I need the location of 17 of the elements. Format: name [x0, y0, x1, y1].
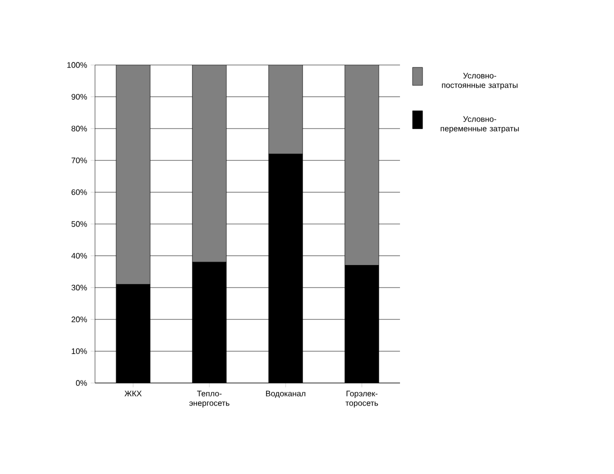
- text: Условно-переменные затраты: [440, 116, 519, 133]
- x-tick-label: Тепло-энергосеть: [189, 390, 230, 408]
- y-tick-label: 10%: [72, 348, 87, 354]
- y-tick-label: 20%: [72, 316, 87, 322]
- text: Условно-постоянные затраты: [442, 72, 518, 90]
- y-tick-label: 50%: [72, 221, 87, 227]
- y-tick-label: 70%: [72, 158, 87, 164]
- y-tick-label: 60%: [72, 189, 87, 196]
- y-tick-label: 80%: [72, 126, 87, 132]
- y-tick-label: 90%: [72, 94, 87, 100]
- y-tick-label: 40%: [71, 252, 87, 259]
- y-tick-label: 100%: [67, 62, 87, 68]
- x-tick-label: ЖКХ: [124, 390, 142, 396]
- x-tick-label: Водоканал: [266, 390, 306, 398]
- y-tick-label: 0%: [76, 380, 87, 386]
- y-tick-label: 30%: [71, 284, 87, 290]
- x-tick-label: Горэлек-торосеть: [346, 390, 378, 408]
